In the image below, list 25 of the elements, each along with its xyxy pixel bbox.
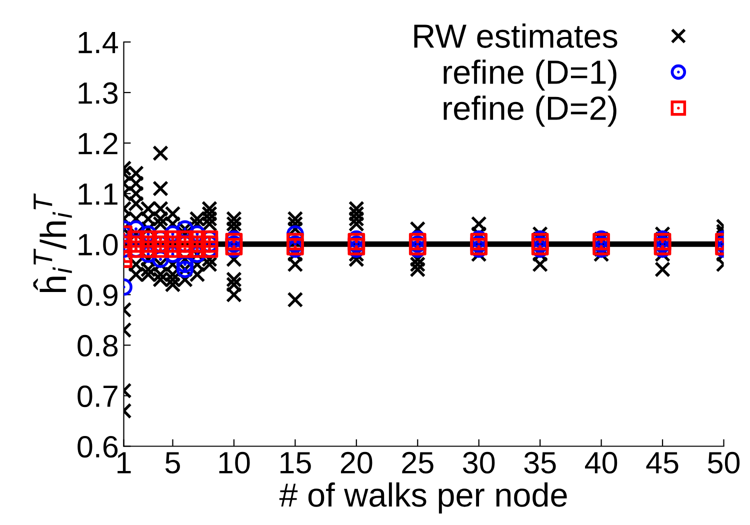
y-tick-label: 1.1	[78, 184, 118, 205]
x-tick-label: 25	[402, 452, 434, 474]
y-tick-label: 0.8	[78, 334, 118, 357]
x-axis-title: # of walks per node	[279, 482, 567, 514]
y-tick-label: 1.4	[78, 32, 118, 54]
y-tick-label: 0.6	[78, 436, 118, 458]
y-tick-label: 1.3	[78, 82, 118, 104]
legend-label: refine (D=1)	[444, 60, 616, 91]
x-tick-label: 45	[646, 452, 678, 474]
y-axis-title: ĥ$_{i}$$^{T}$/h$_{i}$$^{T}$	[33, 193, 72, 292]
y-tick-label: 0.9	[78, 284, 118, 306]
x-tick-label: 20	[340, 452, 372, 474]
x-tick-label: 10	[219, 452, 250, 474]
x-tick-label: 5	[165, 452, 180, 474]
x-tick-label: 30	[463, 452, 495, 474]
legend-label: refine (D=2)	[444, 96, 616, 127]
x-tick-label: 1	[118, 452, 131, 474]
y-tick-label: 1.2	[78, 132, 118, 154]
x-tick-label: 35	[524, 452, 556, 474]
x-tick-label: 15	[280, 452, 311, 474]
y-tick-label: 1.0	[78, 234, 118, 256]
y-tick-label: 0.7	[78, 385, 118, 408]
x-tick-label: 50	[708, 452, 740, 474]
x-tick-label: 40	[585, 452, 618, 474]
legend-label: RW estimates	[414, 23, 618, 48]
